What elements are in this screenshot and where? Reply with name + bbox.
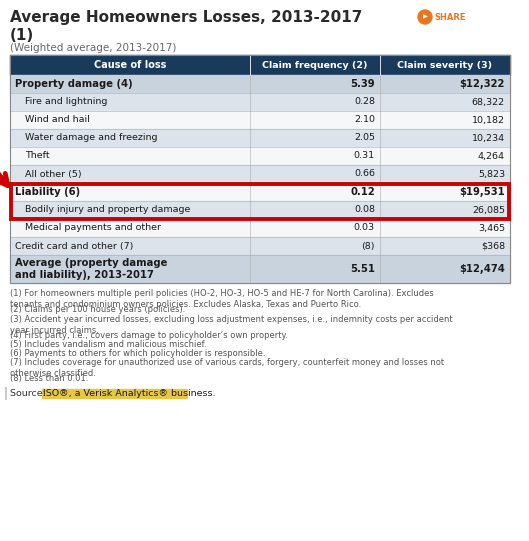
Text: All other (5): All other (5) [25, 169, 81, 179]
Bar [10, 165, 510, 183]
Bar [10, 55, 510, 75]
Bar [10, 111, 510, 129]
Bar [10, 55, 510, 283]
Text: $12,322: $12,322 [460, 79, 505, 89]
Text: (7) Includes coverage for unauthorized use of various cards, forgery, counterfei: (7) Includes coverage for unauthorized u… [10, 358, 444, 379]
Text: Claim frequency (2): Claim frequency (2) [262, 61, 368, 69]
Bar [10, 201, 510, 219]
Text: $12,474: $12,474 [459, 264, 505, 274]
Text: 0.66: 0.66 [354, 169, 375, 179]
Text: ISO®, a Verisk Analytics® business.: ISO®, a Verisk Analytics® business. [43, 388, 215, 398]
Text: (8) Less than 0.01.: (8) Less than 0.01. [10, 374, 88, 384]
Text: (2) Claims per 100 house years (policies).: (2) Claims per 100 house years (policies… [10, 306, 185, 314]
Text: Medical payments and other: Medical payments and other [25, 223, 161, 233]
Text: 10,234: 10,234 [472, 134, 505, 142]
Text: 4,264: 4,264 [478, 151, 505, 161]
Text: 0.08: 0.08 [354, 206, 375, 214]
Bar [10, 129, 510, 147]
Text: Source:: Source: [10, 388, 49, 398]
Text: SHARE: SHARE [434, 12, 466, 22]
Text: Theft: Theft [25, 151, 50, 161]
Text: Claim severity (3): Claim severity (3) [397, 61, 492, 69]
Text: 68,322: 68,322 [472, 97, 505, 107]
Text: (Weighted average, 2013-2017): (Weighted average, 2013-2017) [10, 43, 176, 53]
Text: 2.05: 2.05 [354, 134, 375, 142]
Text: ▶: ▶ [423, 15, 427, 19]
Bar [42, 388, 187, 398]
Text: Average (property damage
and liability), 2013-2017: Average (property damage and liability),… [15, 258, 167, 280]
Text: Bodily injury and property damage: Bodily injury and property damage [25, 206, 190, 214]
Text: 10,182: 10,182 [472, 115, 505, 124]
Text: (4) First party, i.e., covers damage to policyholder’s own property.: (4) First party, i.e., covers damage to … [10, 331, 288, 340]
Text: 2.10: 2.10 [354, 115, 375, 124]
Text: (5) Includes vandalism and malicious mischief.: (5) Includes vandalism and malicious mis… [10, 340, 207, 349]
Text: (8): (8) [361, 241, 375, 250]
Text: 5.51: 5.51 [350, 264, 375, 274]
Bar [10, 219, 510, 237]
Bar [10, 75, 510, 93]
Bar [10, 93, 510, 111]
Text: Credit card and other (7): Credit card and other (7) [15, 241, 133, 250]
Bar [10, 255, 510, 283]
Text: 0.12: 0.12 [350, 187, 375, 197]
Bar [10, 147, 510, 165]
Text: (1) For homeowners multiple peril policies (HO-2, HO-3, HO-5 and HE-7 for North : (1) For homeowners multiple peril polici… [10, 289, 434, 309]
Text: Water damage and freezing: Water damage and freezing [25, 134, 158, 142]
Text: 0.03: 0.03 [354, 223, 375, 233]
Text: 26,085: 26,085 [472, 206, 505, 214]
Text: (1): (1) [10, 28, 34, 43]
Text: (6) Payments to others for which policyholder is responsible.: (6) Payments to others for which policyh… [10, 349, 266, 358]
Text: Fire and lightning: Fire and lightning [25, 97, 107, 107]
Text: Cause of loss: Cause of loss [94, 60, 166, 70]
Text: 0.31: 0.31 [354, 151, 375, 161]
Text: Average Homeowners Losses, 2013-2017: Average Homeowners Losses, 2013-2017 [10, 10, 362, 25]
Text: 5,823: 5,823 [478, 169, 505, 179]
Text: (3) Accident year incurred losses, excluding loss adjustment expenses, i.e., ind: (3) Accident year incurred losses, exclu… [10, 314, 453, 335]
Bar [11, 183, 509, 219]
Bar [10, 183, 510, 201]
Text: Liability (6): Liability (6) [15, 187, 80, 197]
Bar [10, 237, 510, 255]
Circle shape [418, 10, 432, 24]
Text: Property damage (4): Property damage (4) [15, 79, 133, 89]
Text: 0.28: 0.28 [354, 97, 375, 107]
Text: Wind and hail: Wind and hail [25, 115, 90, 124]
Text: 3,465: 3,465 [478, 223, 505, 233]
Text: 5.39: 5.39 [350, 79, 375, 89]
Text: $368: $368 [481, 241, 505, 250]
Text: $19,531: $19,531 [459, 187, 505, 197]
